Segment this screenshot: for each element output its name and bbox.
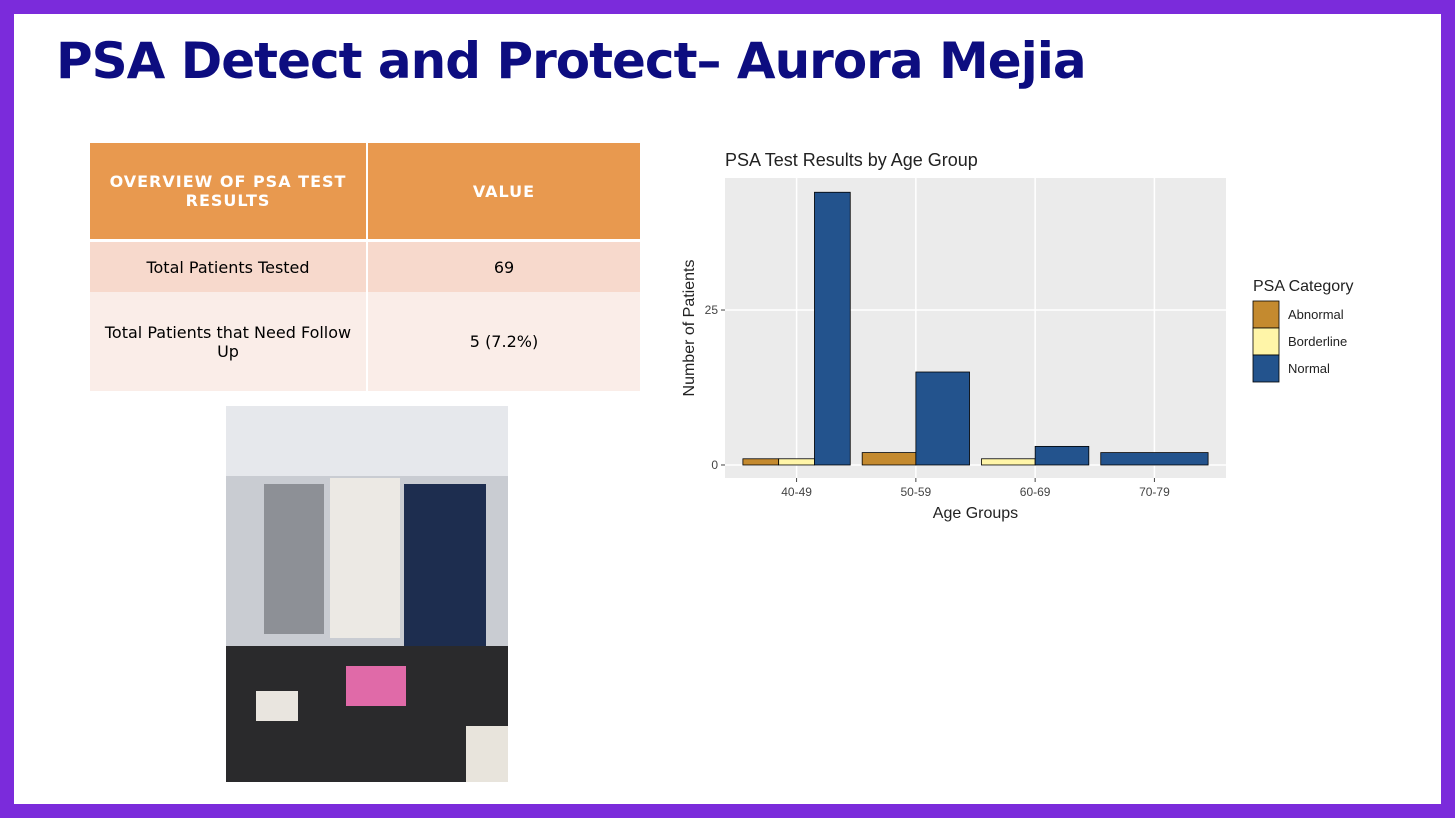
y-tick-label: 0	[711, 458, 718, 472]
bar	[981, 458, 1036, 466]
bar	[1034, 445, 1090, 466]
bar	[915, 371, 970, 466]
table-cell: Total Patients that Need Follow Up	[90, 292, 368, 391]
x-tick-label: 60-69	[1020, 485, 1051, 499]
header-row: OVERVIEW OF PSA TEST RESULTS VALUE	[90, 143, 642, 242]
legend-label: Abnormal	[1288, 307, 1344, 322]
header-cell: OVERVIEW OF PSA TEST RESULTS	[90, 143, 368, 242]
legend-label: Borderline	[1288, 334, 1347, 349]
table-row: Total Patients that Need Follow Up 5 (7.…	[90, 292, 642, 391]
plot-panel	[725, 178, 1226, 478]
legend-label: Normal	[1288, 361, 1330, 376]
table-row: Total Patients Tested 69	[90, 240, 642, 292]
legend-title: PSA Category	[1253, 278, 1354, 295]
bar	[778, 458, 815, 466]
x-tick-label: 50-59	[901, 485, 932, 499]
legend-swatch	[1252, 327, 1280, 356]
x-tick-label: 40-49	[781, 485, 812, 499]
event-photo	[226, 406, 508, 782]
slide-title: PSA Detect and Protect– Aurora Mejia	[56, 32, 1087, 90]
header-cell: VALUE	[367, 143, 642, 242]
legend-swatch	[1252, 354, 1280, 383]
y-axis-label: Number of Patients	[681, 260, 698, 397]
x-tick-label: 70-79	[1139, 485, 1170, 499]
bar	[1100, 452, 1209, 466]
bar	[742, 458, 780, 466]
chart-title: PSA Test Results by Age Group	[725, 150, 978, 170]
x-axis-label: Age Groups	[933, 505, 1018, 522]
legend-swatch	[1252, 300, 1280, 329]
table-cell: Total Patients Tested	[90, 240, 368, 292]
table-cell: 69	[367, 240, 642, 292]
summary-table: OVERVIEW OF PSA TEST RESULTS VALUE Total…	[90, 143, 642, 391]
y-tick-label: 25	[705, 303, 719, 317]
chart: PSA Test Results by Age Group 0 25 40-49 50-…	[681, 150, 1354, 522]
bar	[861, 452, 917, 466]
bar	[814, 191, 851, 466]
table-cell: 5 (7.2%)	[367, 292, 642, 391]
